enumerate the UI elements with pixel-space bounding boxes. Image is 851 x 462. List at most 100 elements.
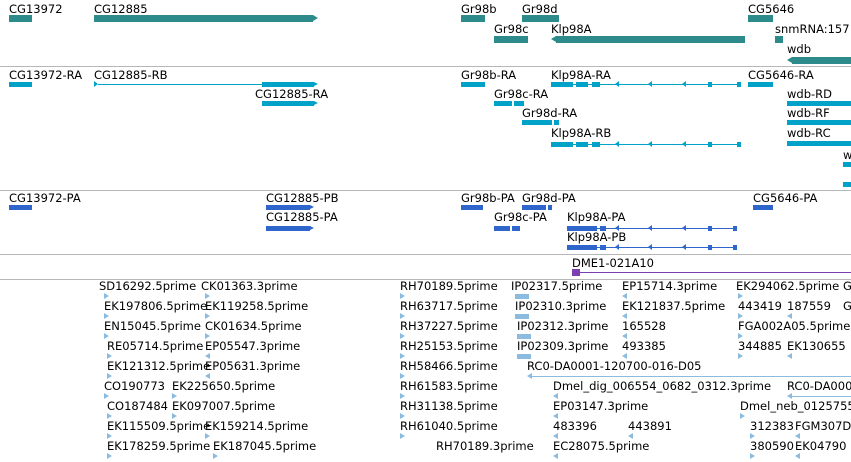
est-label[interactable]: RH25153.5prime xyxy=(400,339,498,353)
est-label[interactable]: IP02309.3prime xyxy=(517,339,609,353)
est-label[interactable]: RC0-DA0001-120700-016-D05 xyxy=(527,359,702,373)
est-label[interactable]: RH63717.5prime xyxy=(400,299,498,313)
transcript-glyph[interactable] xyxy=(748,82,773,87)
transcript-label[interactable]: w xyxy=(843,149,851,162)
est-label[interactable]: EK130655 xyxy=(787,339,846,353)
gene-glyph[interactable] xyxy=(9,15,32,22)
transcript-label[interactable]: Klp98A-RA xyxy=(551,68,611,82)
est-label[interactable]: RH70189.3prime xyxy=(436,439,534,453)
gene-label[interactable]: Klp98A xyxy=(551,22,592,36)
est-label[interactable]: 165528 xyxy=(622,319,666,333)
est-label[interactable]: G xyxy=(843,299,851,313)
est-label[interactable]: EK187045.5prime xyxy=(213,439,317,453)
gene-glyph[interactable] xyxy=(94,15,313,22)
est-label[interactable]: 187559 xyxy=(787,299,831,313)
transcript-label[interactable]: wdb-RC xyxy=(787,126,831,140)
gene-label[interactable]: CG12885 xyxy=(94,2,148,16)
protein-label[interactable]: Klp98A-PA xyxy=(567,210,626,224)
gene-label[interactable]: Gr98b xyxy=(461,2,497,16)
est-label[interactable]: RC0-DA000 xyxy=(787,379,851,393)
est-label[interactable]: 312383 xyxy=(750,419,794,433)
protein-glyph[interactable] xyxy=(753,205,773,210)
gene-glyph[interactable] xyxy=(792,57,851,64)
gene-label[interactable]: wdb xyxy=(787,42,812,56)
est-label[interactable]: RH70189.5prime xyxy=(400,280,498,293)
est-label[interactable]: Dmel_dig_006554_0682_0312.3prime xyxy=(553,379,772,393)
transcript-glyph[interactable] xyxy=(9,82,32,87)
est-label[interactable]: FGA002A05.5prime xyxy=(738,319,851,333)
transcript-label[interactable]: Gr98c-RA xyxy=(494,87,549,101)
gene-glyph[interactable] xyxy=(522,15,559,22)
est-label[interactable]: IP02317.5prime xyxy=(511,280,603,293)
est-label[interactable]: EK159214.5prime xyxy=(205,419,309,433)
est-label[interactable]: 483396 xyxy=(553,419,597,433)
est-label[interactable]: EK178259.5prime xyxy=(107,439,211,453)
est-label[interactable]: RE05714.5prime xyxy=(107,339,204,353)
est-glyph[interactable] xyxy=(517,354,531,359)
est-label[interactable]: RH58466.5prime xyxy=(400,359,498,373)
protein-label[interactable]: Gr98b-PA xyxy=(461,191,515,205)
transcript-label[interactable]: Gr98d-RA xyxy=(522,106,578,120)
est-label[interactable]: Dmel_neb_0125755 xyxy=(740,399,851,413)
gene-label[interactable]: CG13972 xyxy=(9,2,63,16)
gene-glyph[interactable] xyxy=(494,36,528,43)
est-label[interactable]: EK121312.5prime xyxy=(107,359,211,373)
est-label[interactable]: EK119258.5prime xyxy=(205,299,309,313)
gene-label[interactable]: snmRNA:157 xyxy=(775,22,850,36)
est-label[interactable]: EP05631.3prime xyxy=(205,359,301,373)
est-label[interactable]: EK294062.5prime xyxy=(736,280,840,293)
est-label[interactable]: EK097007.5prime xyxy=(172,399,276,413)
est-label[interactable]: RH37227.5prime xyxy=(400,319,498,333)
est-label[interactable]: 493385 xyxy=(622,339,666,353)
est-label[interactable]: 344885 xyxy=(738,339,782,353)
est-label[interactable]: CK01363.3prime xyxy=(201,280,298,293)
est-glyph[interactable] xyxy=(517,334,531,339)
clone-label[interactable]: DME1-021A10 xyxy=(572,256,654,270)
gene-glyph[interactable] xyxy=(748,15,773,22)
est-label[interactable]: IP02310.3prime xyxy=(515,299,607,313)
protein-glyph[interactable] xyxy=(9,205,32,210)
est-label[interactable]: RH61583.5prime xyxy=(400,379,498,393)
transcript-label[interactable]: CG12885-RA xyxy=(255,87,329,101)
gene-glyph[interactable] xyxy=(461,15,485,22)
transcript-glyph[interactable] xyxy=(787,120,851,125)
est-label[interactable]: IP02312.3prime xyxy=(517,319,609,333)
est-label[interactable]: EP15714.3prime xyxy=(622,280,718,293)
est-label[interactable]: EK197806.5prime xyxy=(104,299,208,313)
est-glyph[interactable] xyxy=(515,294,529,299)
est-label[interactable]: FGM307D xyxy=(795,419,851,433)
est-label[interactable]: RH31138.5prime xyxy=(400,399,498,413)
transcript-label[interactable]: CG5646-RA xyxy=(748,68,814,82)
protein-label[interactable]: CG12885-PA xyxy=(266,210,338,224)
protein-label[interactable]: CG12885-PB xyxy=(266,191,339,205)
est-label[interactable]: G xyxy=(843,280,851,293)
est-label[interactable]: EP03147.3prime xyxy=(553,399,649,413)
protein-label[interactable]: Klp98A-PB xyxy=(567,230,627,244)
gene-glyph[interactable] xyxy=(556,36,745,43)
protein-label[interactable]: Gr98d-PA xyxy=(522,191,576,205)
est-label[interactable]: SD16292.5prime xyxy=(99,280,197,293)
est-label[interactable]: EK121837.5prime xyxy=(622,299,726,313)
transcript-label[interactable]: CG13972-RA xyxy=(9,68,83,82)
est-label[interactable]: 380590 xyxy=(750,439,794,453)
est-label[interactable]: CO190773 xyxy=(104,379,165,393)
transcript-label[interactable]: Klp98A-RB xyxy=(551,126,612,140)
protein-label[interactable]: CG5646-PA xyxy=(753,191,818,205)
est-label[interactable]: EP05547.3prime xyxy=(205,339,301,353)
gene-glyph[interactable] xyxy=(775,36,783,43)
transcript-label[interactable]: wdb-RD xyxy=(787,87,833,101)
protein-label[interactable]: CG13972-PA xyxy=(9,191,81,205)
transcript-label[interactable]: CG12885-RB xyxy=(94,68,168,82)
clone-marker[interactable] xyxy=(572,269,580,276)
est-label[interactable]: 443891 xyxy=(628,419,672,433)
protein-glyph[interactable] xyxy=(461,205,483,210)
transcript-label[interactable]: wdb-RF xyxy=(787,106,830,120)
gene-label[interactable]: CG5646 xyxy=(748,2,795,16)
est-label[interactable]: CK01634.5prime xyxy=(205,319,302,333)
protein-label[interactable]: Gr98c-PA xyxy=(494,210,547,224)
transcript-glyph[interactable] xyxy=(843,182,851,187)
transcript-glyph[interactable] xyxy=(461,82,485,87)
est-label[interactable]: RH61040.5prime xyxy=(400,419,498,433)
est-label[interactable]: EK225650.5prime xyxy=(172,379,276,393)
est-label[interactable]: EC28075.5prime xyxy=(553,439,650,453)
